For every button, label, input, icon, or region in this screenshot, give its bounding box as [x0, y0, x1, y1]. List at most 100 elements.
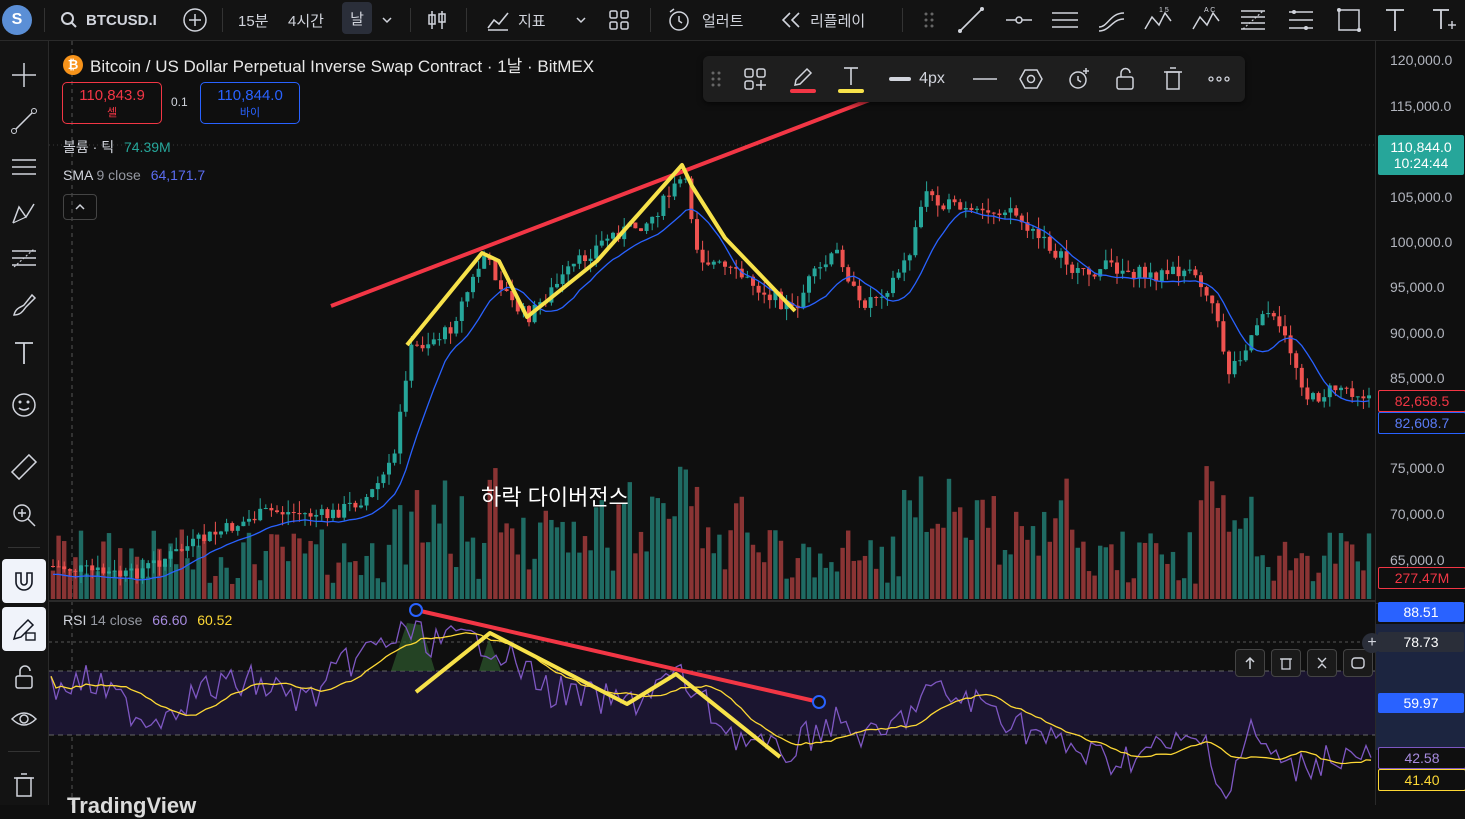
rsi-zigzag[interactable]	[414, 631, 782, 759]
text-annotation-tool[interactable]	[1428, 0, 1458, 40]
pane-delete-button[interactable]	[1271, 649, 1301, 677]
candle-body	[991, 212, 996, 214]
lock-drawings[interactable]	[0, 655, 48, 699]
candle-body	[101, 567, 106, 574]
candle-body	[499, 280, 503, 290]
more-options-button[interactable]	[1201, 56, 1237, 102]
candle-body	[891, 277, 895, 294]
chart-canvas[interactable]	[49, 41, 1375, 805]
settings-button[interactable]	[1013, 56, 1049, 102]
pattern-tools[interactable]	[0, 191, 48, 235]
volume-bar	[610, 570, 616, 599]
line-width-button[interactable]: 4px	[885, 56, 949, 102]
rsi-trendline[interactable]	[415, 608, 820, 704]
chart-area[interactable]: ₿ Bitcoin / US Dollar Perpetual Inverse …	[49, 41, 1375, 818]
fib-retracement-tool[interactable]	[1238, 0, 1268, 40]
interval-1d[interactable]: 날	[342, 2, 372, 34]
text-color-button[interactable]	[833, 56, 869, 102]
template-button[interactable]	[737, 56, 773, 102]
horizontal-ray-tool[interactable]	[1004, 0, 1034, 40]
candle-body	[1210, 295, 1215, 304]
interval-dropdown[interactable]	[380, 0, 394, 40]
pattern-tool[interactable]: 1 5	[1142, 0, 1174, 40]
line-color-swatch	[790, 89, 816, 93]
price-tag-blue: 82,608.7	[1378, 412, 1465, 434]
crosshair-tool[interactable]	[0, 53, 48, 97]
candle-body	[1249, 335, 1254, 351]
line-style-button[interactable]	[967, 56, 1003, 102]
candle-body	[672, 183, 677, 197]
annotation-text[interactable]: 하락 다이버전스	[481, 485, 629, 510]
interval-4h[interactable]: 4시간	[288, 0, 324, 40]
avatar[interactable]: S	[2, 0, 32, 40]
pane-move-up-button[interactable]	[1235, 649, 1265, 677]
candle-body	[179, 549, 184, 551]
candle-body	[107, 571, 111, 574]
chart-legend-title: ₿ Bitcoin / US Dollar Perpetual Inverse …	[63, 52, 594, 77]
trend-line-tool[interactable]	[956, 0, 986, 40]
line-color-button[interactable]	[785, 56, 821, 102]
interval-15m[interactable]: 15분	[238, 0, 269, 40]
add-alert-button[interactable]	[1061, 56, 1097, 102]
volume-bar	[986, 527, 991, 599]
add-plus-icon[interactable]: +	[1362, 633, 1382, 653]
volume-bars	[50, 466, 1372, 599]
volume-bar	[672, 516, 677, 599]
trendline-handle-end[interactable]	[812, 695, 826, 709]
trendline-handle-start[interactable]	[409, 603, 423, 617]
lock-button[interactable]	[1107, 56, 1143, 102]
text-tools[interactable]	[0, 331, 48, 375]
volume-bar	[504, 523, 509, 599]
interval-4h-label: 4시간	[288, 12, 324, 30]
buy-button[interactable]: 110,844.0 바이	[200, 82, 300, 124]
fib-tools[interactable]	[0, 237, 48, 281]
price-tick: 70,000.0	[1390, 506, 1445, 522]
alert-button[interactable]: 얼러트	[666, 0, 743, 40]
candle-body	[1131, 271, 1136, 279]
volume-bar	[381, 582, 386, 599]
emoji-tools[interactable]	[0, 383, 48, 427]
candle-body	[1031, 228, 1035, 231]
magnet-tool[interactable]	[2, 559, 46, 603]
indicators-dropdown[interactable]	[574, 0, 588, 40]
symbol-search[interactable]: BTCUSD.I	[60, 0, 157, 40]
pane-collapse-button[interactable]	[1307, 649, 1337, 677]
candle-body	[1014, 208, 1019, 216]
channel-tools[interactable]	[0, 145, 48, 189]
volume-bar	[734, 503, 739, 599]
price-zigzag[interactable]	[405, 163, 797, 347]
fib-levels-tool[interactable]	[1286, 0, 1316, 40]
floating-drag-handle[interactable]	[709, 56, 723, 102]
zoom-tool[interactable]	[0, 493, 48, 537]
sell-price: 110,843.9	[79, 86, 145, 104]
price-trendline[interactable]	[330, 97, 873, 308]
replay-button[interactable]: 리플레이	[780, 0, 865, 40]
parallel-channel-tool[interactable]	[1050, 0, 1080, 40]
measure-tool[interactable]	[0, 445, 48, 489]
pane-maximize-button[interactable]	[1343, 649, 1373, 677]
text-tool[interactable]	[1380, 0, 1410, 40]
sell-button[interactable]: 110,843.9 셀	[62, 82, 162, 124]
delete-drawing-button[interactable]	[1155, 56, 1191, 102]
compare-button[interactable]	[182, 0, 208, 40]
layouts-button[interactable]	[608, 0, 630, 40]
drag-handle[interactable]	[922, 0, 936, 40]
legend-collapse-button[interactable]	[63, 194, 97, 220]
parallel-channel-icon	[1052, 12, 1078, 28]
candle-body	[1294, 353, 1299, 368]
abc-pattern-tool[interactable]: A C	[1190, 0, 1222, 40]
chart-type-button[interactable]	[426, 0, 448, 40]
stay-in-drawing-mode[interactable]	[2, 607, 46, 651]
rectangle-tool[interactable]	[1334, 0, 1364, 40]
pitchfork-tool[interactable]	[1096, 0, 1126, 40]
price-axis[interactable]: 120,000.0 115,000.0 105,000.0 100,000.0 …	[1362, 41, 1465, 805]
line-tools[interactable]	[0, 99, 48, 143]
indicators-button[interactable]: 지표	[486, 0, 546, 40]
volume-bar	[1103, 547, 1108, 599]
price-tag-red: 82,658.5	[1378, 390, 1465, 412]
hide-drawings[interactable]	[0, 697, 48, 741]
drag-dots-icon	[711, 71, 721, 87]
volume-bar	[857, 560, 862, 599]
remove-drawings[interactable]	[0, 763, 48, 807]
brush-tools[interactable]	[0, 283, 48, 327]
